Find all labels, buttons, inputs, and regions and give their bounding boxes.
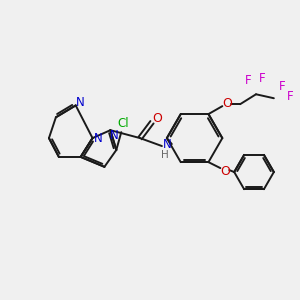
Text: O: O [220,165,230,178]
Text: F: F [245,74,251,87]
Text: O: O [152,112,162,125]
Text: F: F [259,72,265,85]
Text: N: N [76,96,85,109]
Text: N: N [163,138,171,151]
Text: F: F [278,80,285,93]
Text: N: N [94,132,103,145]
Text: Cl: Cl [117,117,129,130]
Text: H: H [161,150,169,160]
Text: O: O [222,97,232,110]
Text: F: F [286,90,293,103]
Text: N: N [110,129,119,142]
